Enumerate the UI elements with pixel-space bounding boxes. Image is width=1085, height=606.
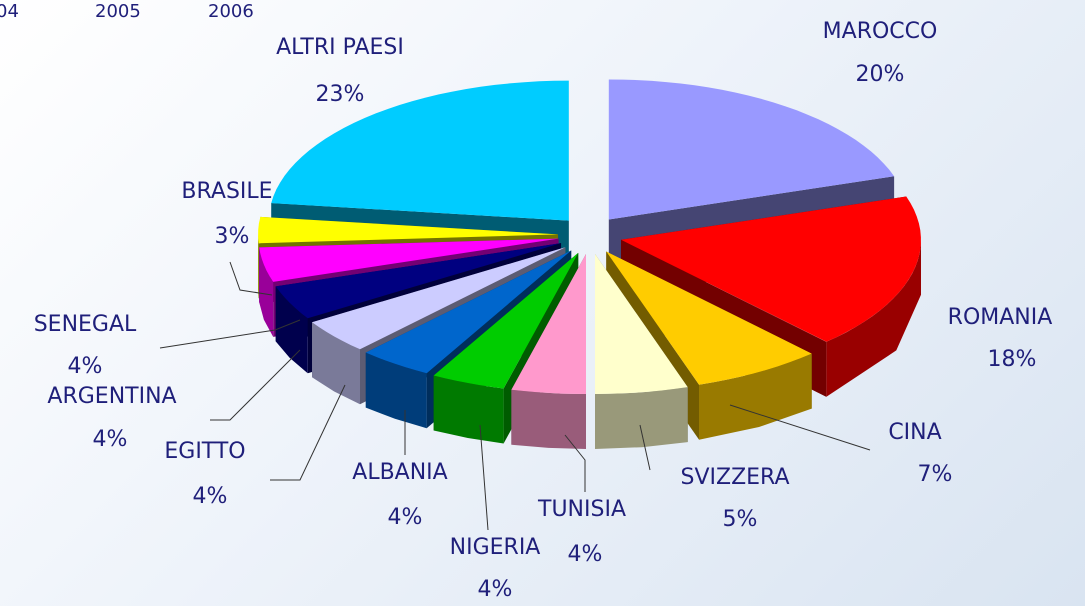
slice-label: ARGENTINA <box>47 384 176 409</box>
slice-value-label: 4% <box>388 505 423 530</box>
leader-line <box>479 424 489 531</box>
slice-side <box>511 389 586 449</box>
slice-top <box>433 252 579 389</box>
header-item: 2006 <box>208 1 254 22</box>
slice-value-label: 3% <box>215 224 250 249</box>
slice-top <box>608 79 895 220</box>
slice <box>511 254 586 449</box>
slice-side <box>433 375 504 444</box>
slice-label: TUNISIA <box>537 497 626 522</box>
slice-value-label: 20% <box>856 62 905 87</box>
slice-label: SENEGAL <box>34 312 137 337</box>
slice-label: ALBANIA <box>352 460 447 485</box>
slice-top <box>312 247 566 350</box>
slice-value-label: 4% <box>568 542 603 567</box>
slice-value-label: 23% <box>316 82 365 107</box>
slice-top <box>259 238 559 282</box>
slice-value-label: 18% <box>988 347 1037 372</box>
slice-side <box>312 322 360 405</box>
leader-line <box>564 434 586 492</box>
slice-label: SVIZZERA <box>681 465 790 490</box>
slice-top <box>258 216 559 244</box>
slice-side <box>595 387 688 449</box>
header-item: 2005 <box>95 1 141 22</box>
slice-side <box>826 239 921 397</box>
leader-line <box>639 424 651 471</box>
slice <box>595 253 688 449</box>
slice-top <box>511 254 586 394</box>
slice-top <box>271 80 569 221</box>
slice-value-label: 7% <box>918 462 953 487</box>
slice-label: MAROCCO <box>823 19 938 44</box>
slice-top <box>275 243 562 319</box>
slice-side <box>259 247 274 337</box>
slice-top <box>620 196 921 342</box>
slice-value-label: 4% <box>68 354 103 379</box>
slice-value-label: 5% <box>723 507 758 532</box>
header-item: 04 <box>0 1 19 22</box>
slice-label: ALTRI PAESI <box>276 35 404 60</box>
slice-side <box>365 352 427 429</box>
slice-top <box>365 250 572 374</box>
slice-label: EGITTO <box>164 439 245 464</box>
slice-top <box>606 251 812 385</box>
leader-line <box>159 319 301 349</box>
leader-line <box>210 349 301 421</box>
slice-label: BRASILE <box>181 179 272 204</box>
slice-label: NIGERIA <box>450 535 541 560</box>
slice-side <box>275 286 308 374</box>
slice-side <box>698 353 812 440</box>
slice-wall <box>312 247 566 378</box>
leader-line <box>270 384 346 481</box>
slice-label: ROMANIA <box>948 305 1053 330</box>
leader-line <box>229 261 273 296</box>
slice-side <box>258 234 259 299</box>
slice-value-label: 4% <box>193 484 228 509</box>
slice-value-label: 4% <box>93 427 128 452</box>
slice-top <box>595 253 688 394</box>
leader-line <box>729 404 871 451</box>
slice-label: CINA <box>888 420 941 445</box>
slice-value-label: 4% <box>478 577 513 602</box>
